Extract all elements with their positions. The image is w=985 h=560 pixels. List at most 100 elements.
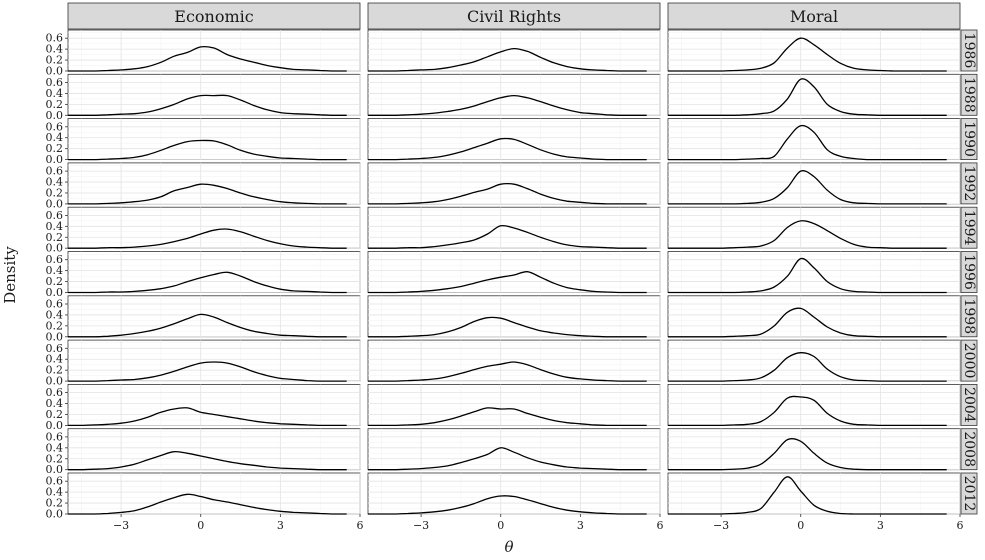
facet-row-label: 1994 <box>961 210 977 246</box>
panel-civil-rights-1988 <box>367 73 661 116</box>
density-curve <box>68 228 347 249</box>
y-tick-label: 0.2 <box>46 364 64 377</box>
facet-strip-bg <box>67 2 361 30</box>
panel-economic-1994 <box>67 206 361 249</box>
panel-background <box>667 383 961 426</box>
density-curve <box>368 361 647 382</box>
facet-strip-bg <box>960 206 978 249</box>
panel-background <box>667 472 961 515</box>
density-curve <box>668 220 947 249</box>
facet-row-label: 1992 <box>961 166 977 202</box>
y-tick-label: 0.2 <box>46 497 64 510</box>
facet-strip-bg <box>960 383 978 426</box>
panel-moral-2012 <box>667 472 961 515</box>
y-tick-label: 0.6 <box>46 165 64 178</box>
density-curve <box>368 47 647 72</box>
panel-background <box>667 428 961 471</box>
density-curve <box>67 450 347 471</box>
facet-row-label: 1990 <box>961 121 977 157</box>
facet-strip-2004: 2004 <box>960 383 978 426</box>
panel-background <box>367 73 661 116</box>
facet-row-label: 1986 <box>961 33 977 69</box>
y-tick-label: 0.0 <box>46 375 64 388</box>
panel-moral-1992 <box>667 162 961 205</box>
panel-background <box>367 162 661 205</box>
facet-row-label: 2012 <box>961 476 977 512</box>
facet-strip-bg <box>960 428 978 471</box>
y-tick-label: 0.6 <box>46 76 64 89</box>
panel-civil-rights-1998 <box>367 295 661 338</box>
panel-economic-1986 <box>67 29 361 72</box>
facet-strip-civil-rights: Civil Rights <box>367 2 661 30</box>
facet-strip-bg <box>667 2 961 30</box>
panel-moral-2000 <box>667 339 961 382</box>
panel-background <box>367 383 661 426</box>
facet-strip-bg <box>960 118 978 160</box>
y-tick-label: 0.4 <box>46 308 64 321</box>
panel-moral-1990 <box>667 118 961 161</box>
x-tick-label: 3 <box>277 519 284 532</box>
y-tick-label: 0.6 <box>46 386 64 399</box>
facet-strip-1998: 1998 <box>960 295 978 338</box>
panel-background <box>367 251 661 293</box>
panel-moral-1994 <box>667 206 961 249</box>
facet-strip-bg <box>960 295 978 338</box>
panel-civil-rights-1986 <box>367 29 661 72</box>
facet-strip-2012: 2012 <box>960 472 978 515</box>
facet-strip-bg <box>960 251 978 293</box>
x-tick-label: −3 <box>713 519 729 532</box>
facet-strip-2008: 2008 <box>960 428 978 471</box>
panel-civil-rights-1994 <box>367 206 661 249</box>
density-curve <box>668 352 947 382</box>
facet-strip-bg <box>960 29 978 72</box>
y-tick-label: 0.4 <box>46 397 64 410</box>
facet-strip-1988: 1988 <box>960 73 978 116</box>
panel-background <box>367 339 661 382</box>
panel-background <box>67 206 361 249</box>
density-curve <box>367 137 647 161</box>
y-tick-label: 0.6 <box>46 209 64 222</box>
y-tick-label: 0.2 <box>46 408 64 421</box>
y-tick-label: 0.0 <box>46 109 64 122</box>
density-curve <box>67 183 347 205</box>
panel-economic-1990 <box>67 118 361 161</box>
density-curve <box>668 257 947 294</box>
x-tick-label: 6 <box>657 519 664 532</box>
panel-background <box>367 295 661 338</box>
facet-strip-bg <box>960 472 978 515</box>
y-tick-label: 0.0 <box>46 508 64 521</box>
density-curve <box>368 271 647 294</box>
panel-economic-2012 <box>67 472 361 515</box>
panel-background <box>667 73 961 116</box>
panel-background <box>667 29 961 72</box>
x-tick-label: 6 <box>957 519 964 532</box>
panel-civil-rights-1990 <box>367 118 661 161</box>
facet-strip-1986: 1986 <box>960 29 978 72</box>
facet-row-label: 2004 <box>961 387 977 423</box>
x-tick-label: 3 <box>877 519 884 532</box>
y-tick-label: 0.4 <box>46 486 64 499</box>
x-tick-label: 6 <box>357 519 364 532</box>
panel-civil-rights-2012 <box>367 472 661 515</box>
facet-row-label: 1988 <box>961 77 977 113</box>
panel-background <box>67 29 361 72</box>
density-curve <box>667 170 947 205</box>
panel-background <box>67 118 361 160</box>
panel-economic-1988 <box>67 73 361 116</box>
facet-strip-bg <box>960 73 978 116</box>
y-tick-label: 0.2 <box>46 142 64 155</box>
panel-background <box>667 339 961 382</box>
y-tick-label: 0.0 <box>46 330 64 343</box>
facet-strip-2000: 2000 <box>960 339 978 382</box>
y-tick-label: 0.0 <box>46 286 64 299</box>
panel-economic-2008 <box>67 428 361 471</box>
density-curve <box>667 438 947 471</box>
facet-row-label: 2000 <box>961 343 977 379</box>
y-tick-label: 0.0 <box>46 419 64 432</box>
panel-background <box>67 295 361 338</box>
y-tick-label: 0.4 <box>46 264 64 277</box>
y-tick-label: 0.6 <box>46 253 64 266</box>
panel-background <box>367 29 661 72</box>
panel-background <box>67 339 361 382</box>
facet-strip-1990: 1990 <box>960 118 978 160</box>
